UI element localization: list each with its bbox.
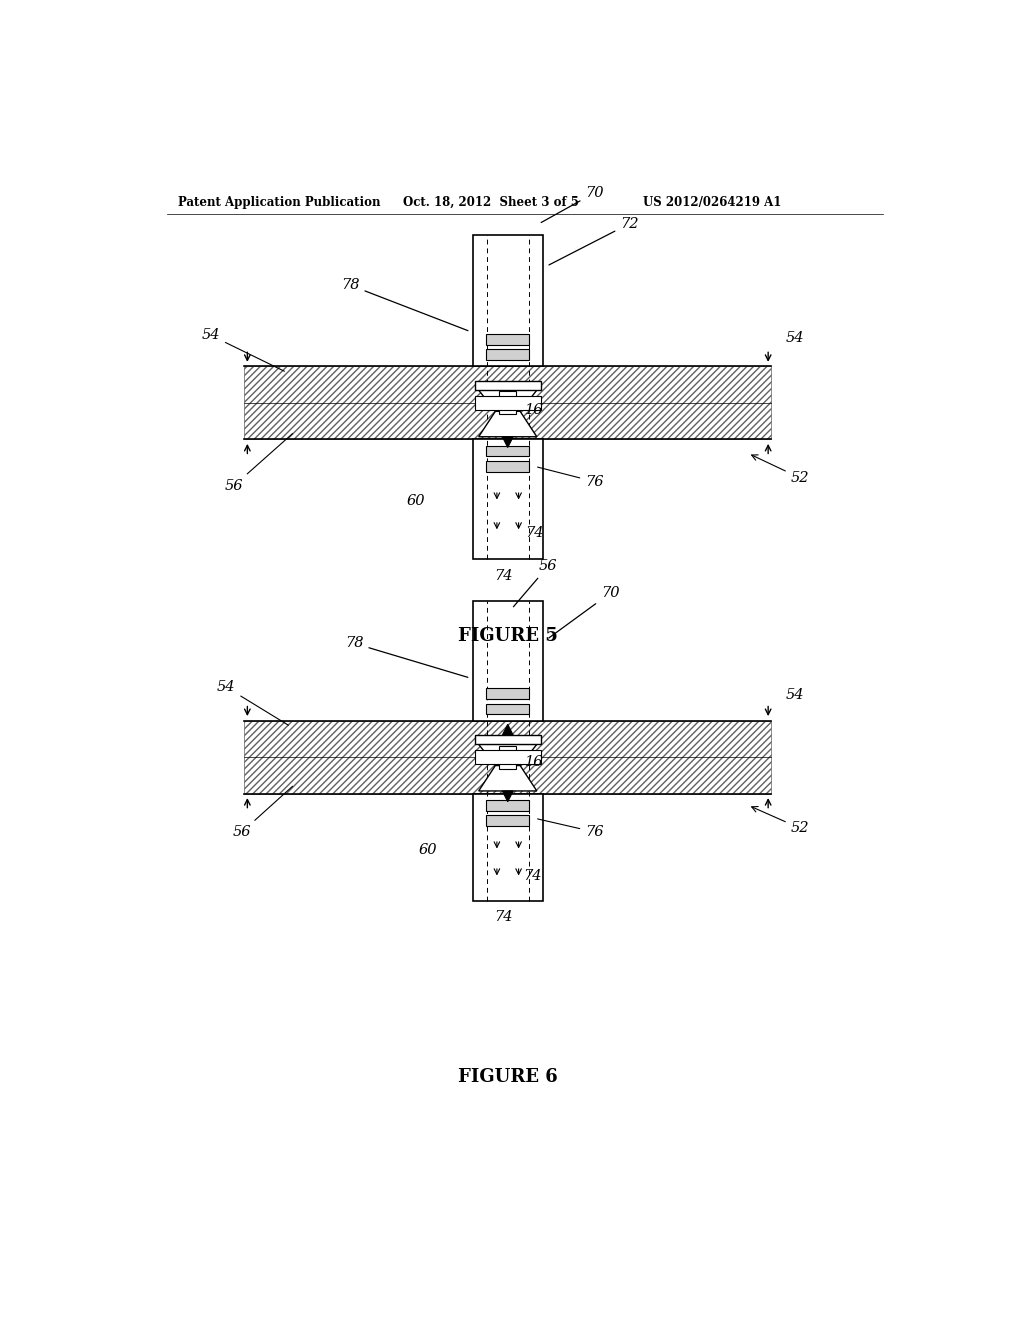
Text: 74: 74 xyxy=(523,869,542,883)
Text: 70: 70 xyxy=(541,186,604,223)
Polygon shape xyxy=(478,744,537,766)
Polygon shape xyxy=(503,437,513,447)
Bar xyxy=(486,704,529,714)
Text: 76: 76 xyxy=(538,467,604,488)
Text: 54: 54 xyxy=(785,331,804,345)
Bar xyxy=(473,601,543,721)
Text: 60: 60 xyxy=(407,494,426,508)
Text: 56: 56 xyxy=(232,787,293,840)
Text: Patent Application Publication: Patent Application Publication xyxy=(178,195,381,209)
Bar xyxy=(486,461,529,471)
Bar xyxy=(473,235,543,367)
Text: 70: 70 xyxy=(549,586,620,638)
Bar xyxy=(245,367,771,440)
Bar xyxy=(473,793,543,902)
Text: 76: 76 xyxy=(538,818,604,840)
Text: 54: 54 xyxy=(202,329,285,371)
Text: 78: 78 xyxy=(345,636,468,677)
Bar xyxy=(500,391,516,414)
Bar xyxy=(245,721,771,793)
Bar xyxy=(475,750,541,764)
Bar xyxy=(475,381,541,391)
Text: 78: 78 xyxy=(341,279,468,330)
Bar xyxy=(486,446,529,457)
Text: 74: 74 xyxy=(524,527,544,540)
Bar xyxy=(486,816,529,826)
Text: US 2012/0264219 A1: US 2012/0264219 A1 xyxy=(643,195,781,209)
Text: Oct. 18, 2012  Sheet 3 of 5: Oct. 18, 2012 Sheet 3 of 5 xyxy=(403,195,579,209)
Polygon shape xyxy=(503,791,513,801)
Polygon shape xyxy=(478,391,537,412)
Text: 74: 74 xyxy=(494,569,512,583)
Text: 52: 52 xyxy=(752,455,809,484)
Bar xyxy=(486,688,529,700)
Text: 52: 52 xyxy=(752,807,809,836)
Text: FIGURE 5: FIGURE 5 xyxy=(458,627,558,644)
Text: 60: 60 xyxy=(419,842,437,857)
Bar xyxy=(486,334,529,345)
Polygon shape xyxy=(478,766,537,791)
Text: 16: 16 xyxy=(524,755,544,770)
Bar xyxy=(500,746,516,768)
Text: FIGURE 6: FIGURE 6 xyxy=(458,1068,558,1086)
Text: 56: 56 xyxy=(513,560,557,607)
Text: 54: 54 xyxy=(785,688,804,702)
Text: 54: 54 xyxy=(217,680,289,725)
Text: 74: 74 xyxy=(494,909,512,924)
Bar xyxy=(245,367,771,440)
Bar xyxy=(486,800,529,810)
Bar xyxy=(473,440,543,558)
Bar xyxy=(245,721,771,793)
Polygon shape xyxy=(478,412,537,437)
Text: 72: 72 xyxy=(549,216,639,265)
Polygon shape xyxy=(503,725,513,735)
Text: 56: 56 xyxy=(225,433,293,492)
Bar xyxy=(475,396,541,409)
Text: 16: 16 xyxy=(524,404,544,417)
Bar xyxy=(475,735,541,744)
Bar xyxy=(486,350,529,360)
